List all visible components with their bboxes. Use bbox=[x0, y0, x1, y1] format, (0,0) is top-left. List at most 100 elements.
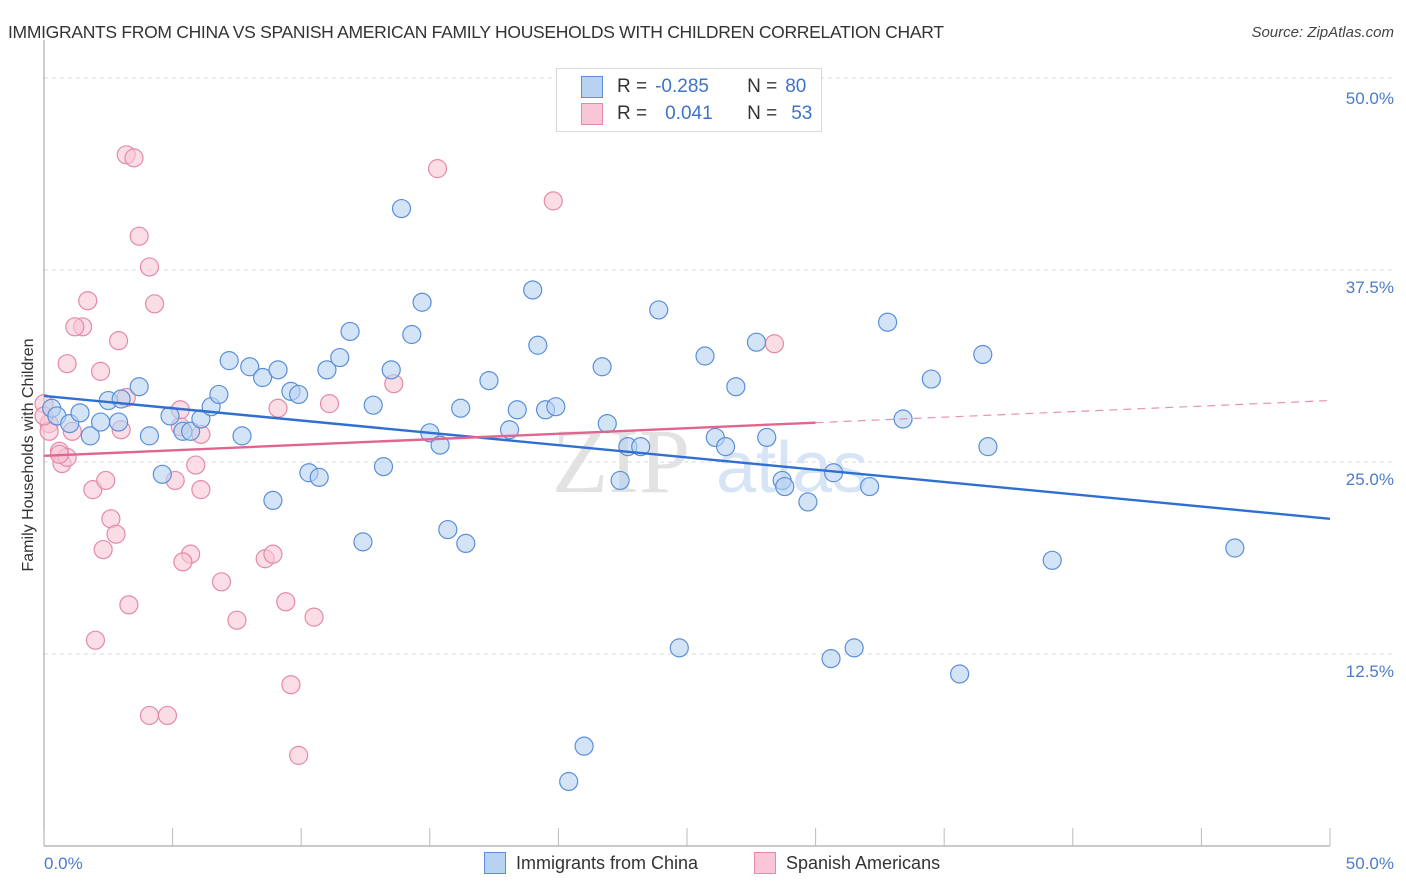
immigrants-from-china-point bbox=[726, 377, 746, 397]
immigrants-from-china-point bbox=[528, 335, 548, 355]
gridlines bbox=[44, 77, 1392, 655]
spanish-americans-point bbox=[139, 257, 160, 277]
immigrants-from-china-point bbox=[610, 470, 630, 491]
immigrants-from-china-point bbox=[546, 397, 566, 417]
spanish-americans-point bbox=[139, 705, 160, 726]
legend-swatch-spanish bbox=[581, 103, 603, 125]
immigrants-from-china-point bbox=[978, 437, 998, 457]
immigrants-from-china-point bbox=[219, 351, 239, 371]
immigrants-from-china-point bbox=[438, 519, 458, 540]
immigrants-from-china-point bbox=[317, 360, 337, 380]
x-tick-label-max: 50.0% bbox=[1346, 854, 1394, 873]
spanish-americans-point bbox=[543, 191, 563, 211]
immigrants-from-china-point bbox=[631, 437, 651, 457]
immigrants-from-china-point bbox=[209, 384, 229, 405]
immigrants-from-china-point bbox=[715, 437, 736, 457]
spanish-americans-point bbox=[211, 572, 232, 592]
spanish-americans-point bbox=[57, 354, 77, 374]
immigrants-from-china-point bbox=[430, 435, 450, 455]
immigrants-from-china-point bbox=[574, 736, 594, 756]
immigrants-from-china-point bbox=[669, 638, 689, 658]
immigrants-from-china-point bbox=[559, 771, 579, 792]
immigrants-from-china-point bbox=[289, 384, 309, 405]
immigrants-from-china-point bbox=[373, 457, 394, 477]
immigrants-from-china-point bbox=[80, 426, 100, 446]
immigrants-from-china-point bbox=[363, 395, 383, 415]
immigrants-from-china-point bbox=[451, 398, 471, 418]
immigrants-from-china-point bbox=[746, 332, 767, 352]
legend-n-label: N = bbox=[747, 76, 778, 97]
china-trend-line bbox=[43, 394, 1331, 521]
immigrants-from-china-point bbox=[340, 321, 360, 342]
legend-swatch-china bbox=[581, 76, 603, 98]
immigrants-from-china-point bbox=[597, 414, 617, 434]
immigrants-from-china-point bbox=[152, 464, 172, 484]
spanish-americans-point bbox=[186, 455, 206, 475]
immigrants-from-china-point bbox=[253, 367, 273, 388]
spanish-americans-point bbox=[319, 394, 340, 414]
legend-row-china: R = -0.285 N = 80 bbox=[581, 74, 806, 100]
y-tick-label-37-5: 37.5% bbox=[1346, 278, 1394, 297]
spanish-americans-point bbox=[96, 470, 116, 491]
tick-labels: 0.0% 50.0% 12.5% 25.0% 37.5% 50.0% bbox=[44, 89, 1394, 873]
immigrants-from-china-point bbox=[844, 638, 864, 658]
immigrants-from-china-point bbox=[921, 369, 941, 389]
spanish-trend-line-extension bbox=[815, 399, 1331, 424]
bottom-legend-label-spanish: Spanish Americans bbox=[786, 852, 941, 873]
immigrants-from-china-point bbox=[330, 347, 350, 368]
spanish-americans-point bbox=[129, 226, 149, 246]
spanish-americans-point bbox=[119, 595, 139, 615]
immigrants-from-china-point bbox=[695, 346, 715, 366]
spanish-americans-point bbox=[144, 294, 165, 314]
spanish-americans-point bbox=[108, 331, 129, 351]
y-tick-label-25: 25.0% bbox=[1346, 470, 1394, 489]
legend-r-label: R = bbox=[617, 76, 648, 97]
immigrants-from-china-point bbox=[821, 649, 841, 669]
immigrants-from-china-point bbox=[70, 403, 90, 423]
bottom-legend-spanish: Spanish Americans bbox=[754, 852, 940, 874]
immigrants-from-china-point bbox=[181, 421, 201, 441]
immigrants-from-china-point bbox=[456, 533, 476, 554]
spanish-americans-point bbox=[65, 317, 85, 337]
spanish-trend-line bbox=[43, 421, 816, 458]
spanish-americans-point bbox=[78, 291, 98, 311]
legend-r-value: 0.041 bbox=[665, 103, 713, 124]
chart-title: IMMIGRANTS FROM CHINA VS SPANISH AMERICA… bbox=[8, 22, 944, 42]
immigrants-from-china-point bbox=[111, 389, 131, 409]
immigrants-from-china-point bbox=[232, 426, 252, 446]
immigrants-from-china-point bbox=[240, 357, 260, 377]
immigrants-from-china-point bbox=[108, 412, 129, 432]
spanish-americans-point bbox=[764, 334, 785, 354]
immigrants-from-china-point bbox=[860, 476, 880, 497]
immigrants-from-china-point bbox=[391, 198, 412, 219]
spanish-americans-point bbox=[106, 524, 126, 544]
legend-n-value: 53 bbox=[791, 103, 813, 124]
spanish-americans-point bbox=[191, 480, 211, 500]
x-tick-label-min: 0.0% bbox=[44, 854, 83, 873]
spanish-americans-point bbox=[227, 610, 247, 630]
bottom-legend-swatch-china bbox=[484, 852, 506, 874]
spanish-americans-point bbox=[173, 552, 193, 572]
spanish-americans-point bbox=[281, 675, 301, 695]
immigrants-from-china-point bbox=[649, 300, 669, 320]
immigrants-from-china-point bbox=[139, 426, 160, 446]
immigrants-from-china-points bbox=[42, 198, 1245, 792]
legend-n-label: N = bbox=[747, 103, 778, 124]
legend-r-label: R = bbox=[617, 103, 648, 124]
legend-r-value: -0.285 bbox=[655, 76, 709, 97]
immigrants-from-china-point bbox=[381, 360, 401, 380]
immigrants-from-china-point bbox=[973, 344, 993, 365]
bottom-legend-swatch-spanish bbox=[754, 852, 776, 874]
y-tick-label-12-5: 12.5% bbox=[1346, 662, 1394, 681]
immigrants-from-china-point bbox=[1042, 550, 1062, 570]
chart-source: Source: ZipAtlas.com bbox=[1251, 24, 1394, 41]
spanish-americans-point bbox=[289, 745, 309, 765]
spanish-americans-point bbox=[263, 544, 283, 564]
spanish-americans-point bbox=[85, 630, 106, 650]
immigrants-from-china-point bbox=[412, 292, 432, 312]
spanish-americans-point bbox=[90, 361, 111, 381]
immigrants-from-china-point bbox=[129, 377, 149, 397]
immigrants-from-china-point bbox=[878, 312, 898, 332]
immigrants-from-china-point bbox=[523, 280, 543, 300]
